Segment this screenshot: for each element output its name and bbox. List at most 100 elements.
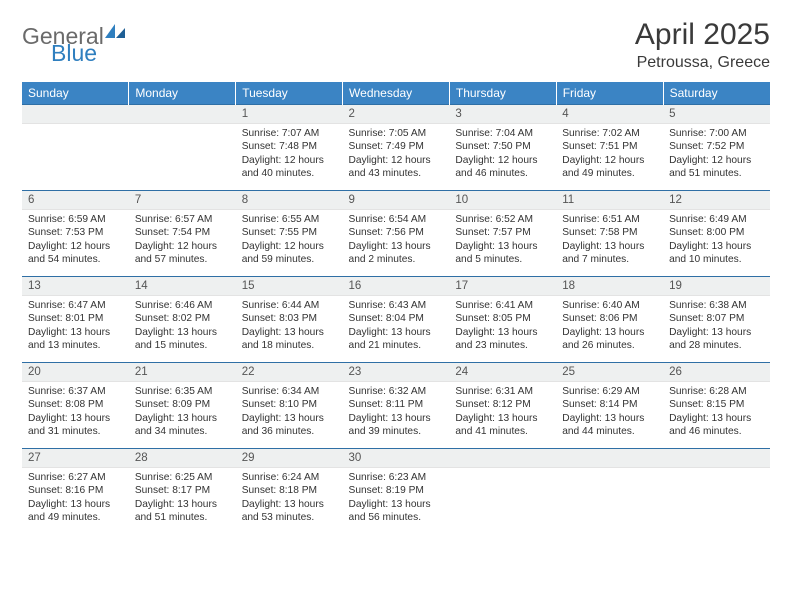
day-details: Sunrise: 6:31 AMSunset: 8:12 PMDaylight:… [449,382,556,443]
day-details: Sunrise: 6:32 AMSunset: 8:11 PMDaylight:… [343,382,450,443]
daylight-text: Daylight: 13 hours and 46 minutes. [669,412,764,439]
day-details: Sunrise: 6:51 AMSunset: 7:58 PMDaylight:… [556,210,663,271]
sunset-text: Sunset: 8:19 PM [349,484,444,497]
sunset-text: Sunset: 7:58 PM [562,226,657,239]
daylight-text: Daylight: 13 hours and 39 minutes. [349,412,444,439]
calendar-day-cell: 15Sunrise: 6:44 AMSunset: 8:03 PMDayligh… [236,277,343,363]
sunset-text: Sunset: 8:06 PM [562,312,657,325]
daylight-text: Daylight: 12 hours and 40 minutes. [242,154,337,181]
calendar-day-cell: 16Sunrise: 6:43 AMSunset: 8:04 PMDayligh… [343,277,450,363]
daylight-text: Daylight: 12 hours and 46 minutes. [455,154,550,181]
day-number: 16 [343,277,450,296]
sunset-text: Sunset: 7:52 PM [669,140,764,153]
sunrise-text: Sunrise: 7:07 AM [242,127,337,140]
calendar-day-cell: 12Sunrise: 6:49 AMSunset: 8:00 PMDayligh… [663,191,770,277]
day-details: Sunrise: 6:54 AMSunset: 7:56 PMDaylight:… [343,210,450,271]
sunset-text: Sunset: 8:04 PM [349,312,444,325]
day-number: 2 [343,105,450,124]
day-details: Sunrise: 7:05 AMSunset: 7:49 PMDaylight:… [343,124,450,185]
day-details: Sunrise: 7:04 AMSunset: 7:50 PMDaylight:… [449,124,556,185]
day-details: Sunrise: 6:47 AMSunset: 8:01 PMDaylight:… [22,296,129,357]
weekday-header: Monday [129,82,236,105]
day-details [449,468,556,475]
calendar-day-cell: 5Sunrise: 7:00 AMSunset: 7:52 PMDaylight… [663,105,770,191]
day-number: 25 [556,363,663,382]
sunrise-text: Sunrise: 6:47 AM [28,299,123,312]
calendar-week-row: 6Sunrise: 6:59 AMSunset: 7:53 PMDaylight… [22,191,770,277]
sunrise-text: Sunrise: 6:23 AM [349,471,444,484]
daylight-text: Daylight: 13 hours and 49 minutes. [28,498,123,525]
sunrise-text: Sunrise: 6:28 AM [669,385,764,398]
day-details: Sunrise: 7:02 AMSunset: 7:51 PMDaylight:… [556,124,663,185]
calendar-day-cell [663,449,770,535]
sunset-text: Sunset: 8:14 PM [562,398,657,411]
day-details: Sunrise: 6:59 AMSunset: 7:53 PMDaylight:… [22,210,129,271]
day-details: Sunrise: 7:00 AMSunset: 7:52 PMDaylight:… [663,124,770,185]
daylight-text: Daylight: 13 hours and 23 minutes. [455,326,550,353]
sunset-text: Sunset: 7:48 PM [242,140,337,153]
sunset-text: Sunset: 7:57 PM [455,226,550,239]
calendar-day-cell: 7Sunrise: 6:57 AMSunset: 7:54 PMDaylight… [129,191,236,277]
day-number: 1 [236,105,343,124]
sunrise-text: Sunrise: 6:31 AM [455,385,550,398]
day-number: 21 [129,363,236,382]
sunset-text: Sunset: 8:16 PM [28,484,123,497]
calendar-week-row: 13Sunrise: 6:47 AMSunset: 8:01 PMDayligh… [22,277,770,363]
sunset-text: Sunset: 7:51 PM [562,140,657,153]
sunrise-text: Sunrise: 6:40 AM [562,299,657,312]
sunset-text: Sunset: 8:08 PM [28,398,123,411]
weekday-header: Thursday [449,82,556,105]
daylight-text: Daylight: 13 hours and 34 minutes. [135,412,230,439]
sunrise-text: Sunrise: 6:25 AM [135,471,230,484]
daylight-text: Daylight: 13 hours and 41 minutes. [455,412,550,439]
day-details [129,124,236,131]
calendar-day-cell: 22Sunrise: 6:34 AMSunset: 8:10 PMDayligh… [236,363,343,449]
daylight-text: Daylight: 13 hours and 31 minutes. [28,412,123,439]
daylight-text: Daylight: 13 hours and 56 minutes. [349,498,444,525]
sunset-text: Sunset: 7:50 PM [455,140,550,153]
daylight-text: Daylight: 13 hours and 51 minutes. [135,498,230,525]
daylight-text: Daylight: 13 hours and 28 minutes. [669,326,764,353]
sunrise-text: Sunrise: 6:29 AM [562,385,657,398]
sunrise-text: Sunrise: 6:55 AM [242,213,337,226]
day-number: 30 [343,449,450,468]
calendar-day-cell: 17Sunrise: 6:41 AMSunset: 8:05 PMDayligh… [449,277,556,363]
daylight-text: Daylight: 12 hours and 54 minutes. [28,240,123,267]
sunrise-text: Sunrise: 7:05 AM [349,127,444,140]
daylight-text: Daylight: 13 hours and 53 minutes. [242,498,337,525]
sunset-text: Sunset: 8:00 PM [669,226,764,239]
sunrise-text: Sunrise: 6:27 AM [28,471,123,484]
daylight-text: Daylight: 13 hours and 26 minutes. [562,326,657,353]
calendar-day-cell: 24Sunrise: 6:31 AMSunset: 8:12 PMDayligh… [449,363,556,449]
calendar-day-cell: 2Sunrise: 7:05 AMSunset: 7:49 PMDaylight… [343,105,450,191]
daylight-text: Daylight: 12 hours and 59 minutes. [242,240,337,267]
daylight-text: Daylight: 12 hours and 49 minutes. [562,154,657,181]
sunrise-text: Sunrise: 6:46 AM [135,299,230,312]
sunrise-text: Sunrise: 7:02 AM [562,127,657,140]
sunrise-text: Sunrise: 6:37 AM [28,385,123,398]
daylight-text: Daylight: 13 hours and 18 minutes. [242,326,337,353]
calendar-day-cell: 1 Sunrise: 7:07 AMSunset: 7:48 PMDaylight… [236,105,343,191]
daylight-text: Daylight: 13 hours and 36 minutes. [242,412,337,439]
sunset-text: Sunset: 8:05 PM [455,312,550,325]
day-number: 22 [236,363,343,382]
daylight-text: Daylight: 12 hours and 51 minutes. [669,154,764,181]
daylight-text: Daylight: 13 hours and 2 minutes. [349,240,444,267]
sunrise-text: Sunrise: 6:43 AM [349,299,444,312]
calendar-body: 1Sunrise: 7:07 AMSunset: 7:48 PMDaylight… [22,105,770,535]
day-number [556,449,663,468]
calendar-day-cell [22,105,129,191]
day-number: 19 [663,277,770,296]
daylight-text: Daylight: 13 hours and 7 minutes. [562,240,657,267]
location-subtitle: Petroussa, Greece [635,54,770,72]
day-number: 11 [556,191,663,210]
calendar-day-cell: 20Sunrise: 6:37 AMSunset: 8:08 PMDayligh… [22,363,129,449]
day-number: 3 [449,105,556,124]
sunrise-text: Sunrise: 6:52 AM [455,213,550,226]
day-number [449,449,556,468]
sunset-text: Sunset: 8:18 PM [242,484,337,497]
calendar-day-cell: 30 Sunrise: 6:23 AMSunset: 8:19 PMDayligh… [343,449,450,535]
weekday-header-row: Sunday Monday Tuesday Wednesday Thursday… [22,82,770,105]
day-number: 12 [663,191,770,210]
sunset-text: Sunset: 7:54 PM [135,226,230,239]
